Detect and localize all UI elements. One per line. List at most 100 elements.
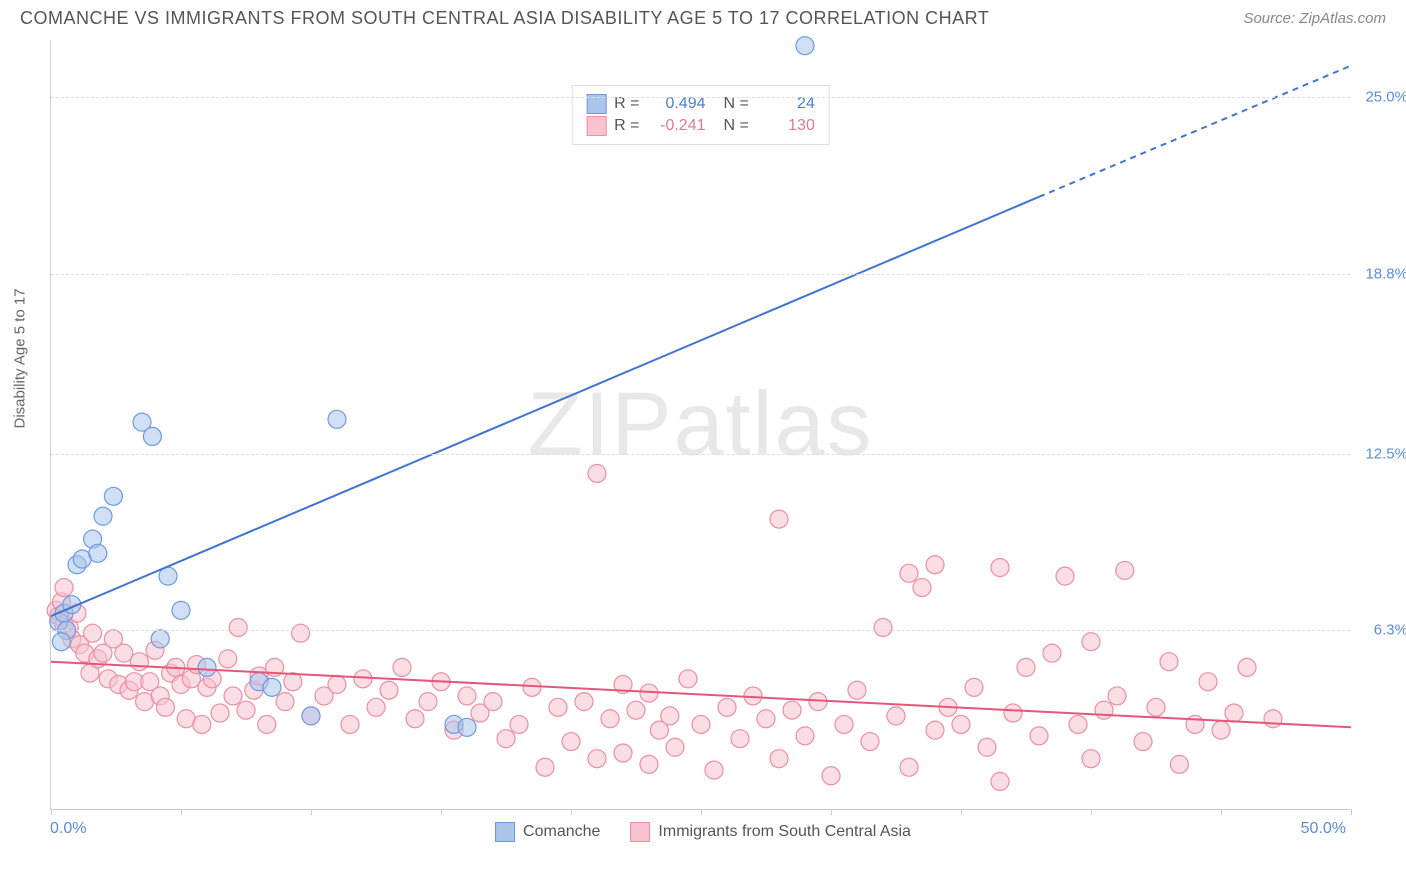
data-point	[284, 673, 302, 691]
data-point	[1082, 633, 1100, 651]
x-tick-mark	[311, 809, 312, 815]
data-point	[143, 427, 161, 445]
data-point	[89, 544, 107, 562]
data-point	[328, 676, 346, 694]
data-point	[575, 693, 593, 711]
data-point	[104, 487, 122, 505]
n-value: 130	[757, 117, 815, 135]
data-point	[991, 559, 1009, 577]
data-point	[1264, 710, 1282, 728]
data-point	[1095, 701, 1113, 719]
data-point	[341, 715, 359, 733]
data-point	[718, 698, 736, 716]
r-label: R =	[614, 117, 639, 135]
r-value: -0.241	[648, 117, 706, 135]
data-point	[1108, 687, 1126, 705]
data-point	[679, 670, 697, 688]
data-point	[848, 681, 866, 699]
data-point	[1199, 673, 1217, 691]
data-point	[484, 693, 502, 711]
data-point	[1134, 733, 1152, 751]
x-tick-mark	[1221, 809, 1222, 815]
data-point	[1147, 698, 1165, 716]
legend-swatch	[495, 822, 515, 842]
data-point	[1082, 750, 1100, 768]
data-point	[219, 650, 237, 668]
data-point	[156, 698, 174, 716]
data-point	[861, 733, 879, 751]
data-point	[822, 767, 840, 785]
data-point	[661, 707, 679, 725]
data-point	[458, 687, 476, 705]
gridline	[51, 274, 1350, 275]
legend-label: Immigrants from South Central Asia	[658, 823, 911, 841]
data-point	[640, 755, 658, 773]
data-point	[601, 710, 619, 728]
x-axis-max-label: 50.0%	[1301, 820, 1346, 838]
gridline	[51, 97, 1350, 98]
stats-row: R =-0.241N =130	[586, 116, 815, 136]
chart-title: COMANCHE VS IMMIGRANTS FROM SOUTH CENTRA…	[20, 8, 989, 29]
data-point	[705, 761, 723, 779]
data-point	[151, 630, 169, 648]
y-tick-label: 6.3%	[1374, 622, 1406, 639]
data-point	[292, 624, 310, 642]
data-point	[796, 727, 814, 745]
data-point	[614, 744, 632, 762]
data-point	[458, 718, 476, 736]
data-point	[1030, 727, 1048, 745]
data-point	[419, 693, 437, 711]
data-point	[900, 564, 918, 582]
data-point	[978, 738, 996, 756]
data-point	[1056, 567, 1074, 585]
data-point	[627, 701, 645, 719]
data-point	[666, 738, 684, 756]
x-tick-mark	[441, 809, 442, 815]
x-axis-min-label: 0.0%	[50, 820, 86, 838]
data-point	[588, 750, 606, 768]
legend-swatch	[630, 822, 650, 842]
x-tick-mark	[181, 809, 182, 815]
scatter-svg	[51, 40, 1350, 809]
data-point	[354, 670, 372, 688]
data-point	[926, 556, 944, 574]
data-point	[55, 579, 73, 597]
data-point	[783, 701, 801, 719]
trend-line	[51, 197, 1039, 616]
data-point	[393, 658, 411, 676]
data-point	[229, 618, 247, 636]
data-point	[328, 410, 346, 428]
y-axis-label: Disability Age 5 to 17	[12, 288, 29, 428]
data-point	[926, 721, 944, 739]
gridline	[51, 630, 1350, 631]
data-point	[130, 653, 148, 671]
data-point	[510, 715, 528, 733]
data-point	[1043, 644, 1061, 662]
data-point	[84, 624, 102, 642]
x-tick-mark	[1351, 809, 1352, 815]
data-point	[198, 658, 216, 676]
data-point	[796, 37, 814, 55]
data-point	[172, 601, 190, 619]
data-point	[549, 698, 567, 716]
data-point	[193, 715, 211, 733]
data-point	[1170, 755, 1188, 773]
data-point	[692, 715, 710, 733]
data-point	[258, 715, 276, 733]
data-point	[224, 687, 242, 705]
data-point	[1212, 721, 1230, 739]
x-tick-mark	[701, 809, 702, 815]
x-tick-mark	[571, 809, 572, 815]
chart-header: COMANCHE VS IMMIGRANTS FROM SOUTH CENTRA…	[0, 0, 1406, 33]
chart-source: Source: ZipAtlas.com	[1243, 10, 1386, 27]
legend-item: Comanche	[495, 822, 600, 842]
data-point	[276, 693, 294, 711]
data-point	[406, 710, 424, 728]
data-point	[991, 772, 1009, 790]
data-point	[757, 710, 775, 728]
data-point	[965, 678, 983, 696]
data-point	[52, 633, 70, 651]
data-point	[913, 579, 931, 597]
data-point	[237, 701, 255, 719]
data-point	[263, 678, 281, 696]
